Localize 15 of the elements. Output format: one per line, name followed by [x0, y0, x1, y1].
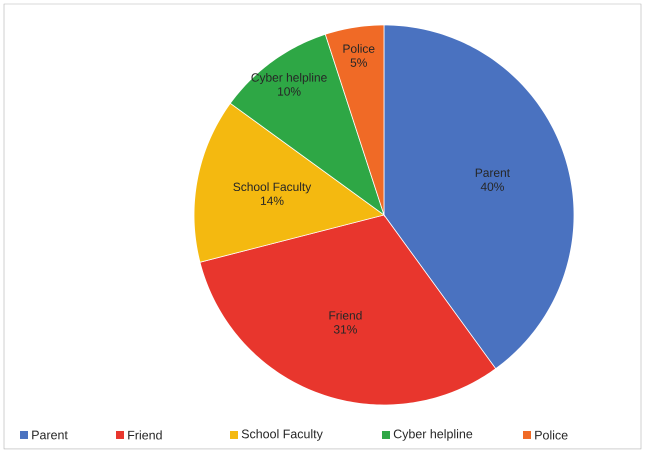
data-label: 10% — [278, 87, 301, 96]
data-label: 5% — [350, 58, 367, 67]
legend-label: Cyber helpline — [394, 429, 472, 441]
legend-label: Parent — [32, 430, 68, 440]
slice-label: School Faculty — [233, 182, 312, 194]
legend-label: Friend — [128, 430, 162, 440]
legend-label: Police — [535, 430, 568, 440]
data-label: 40% — [480, 182, 504, 191]
slice-label: Parent — [476, 168, 510, 177]
slice-label: Police — [343, 44, 374, 53]
legend-label: School Faculty — [242, 429, 323, 441]
data-label: 14% — [260, 196, 284, 205]
slice-label: Friend — [329, 310, 362, 320]
data-label: 31% — [334, 325, 357, 334]
slice-label: Cyber helpline — [251, 72, 327, 84]
